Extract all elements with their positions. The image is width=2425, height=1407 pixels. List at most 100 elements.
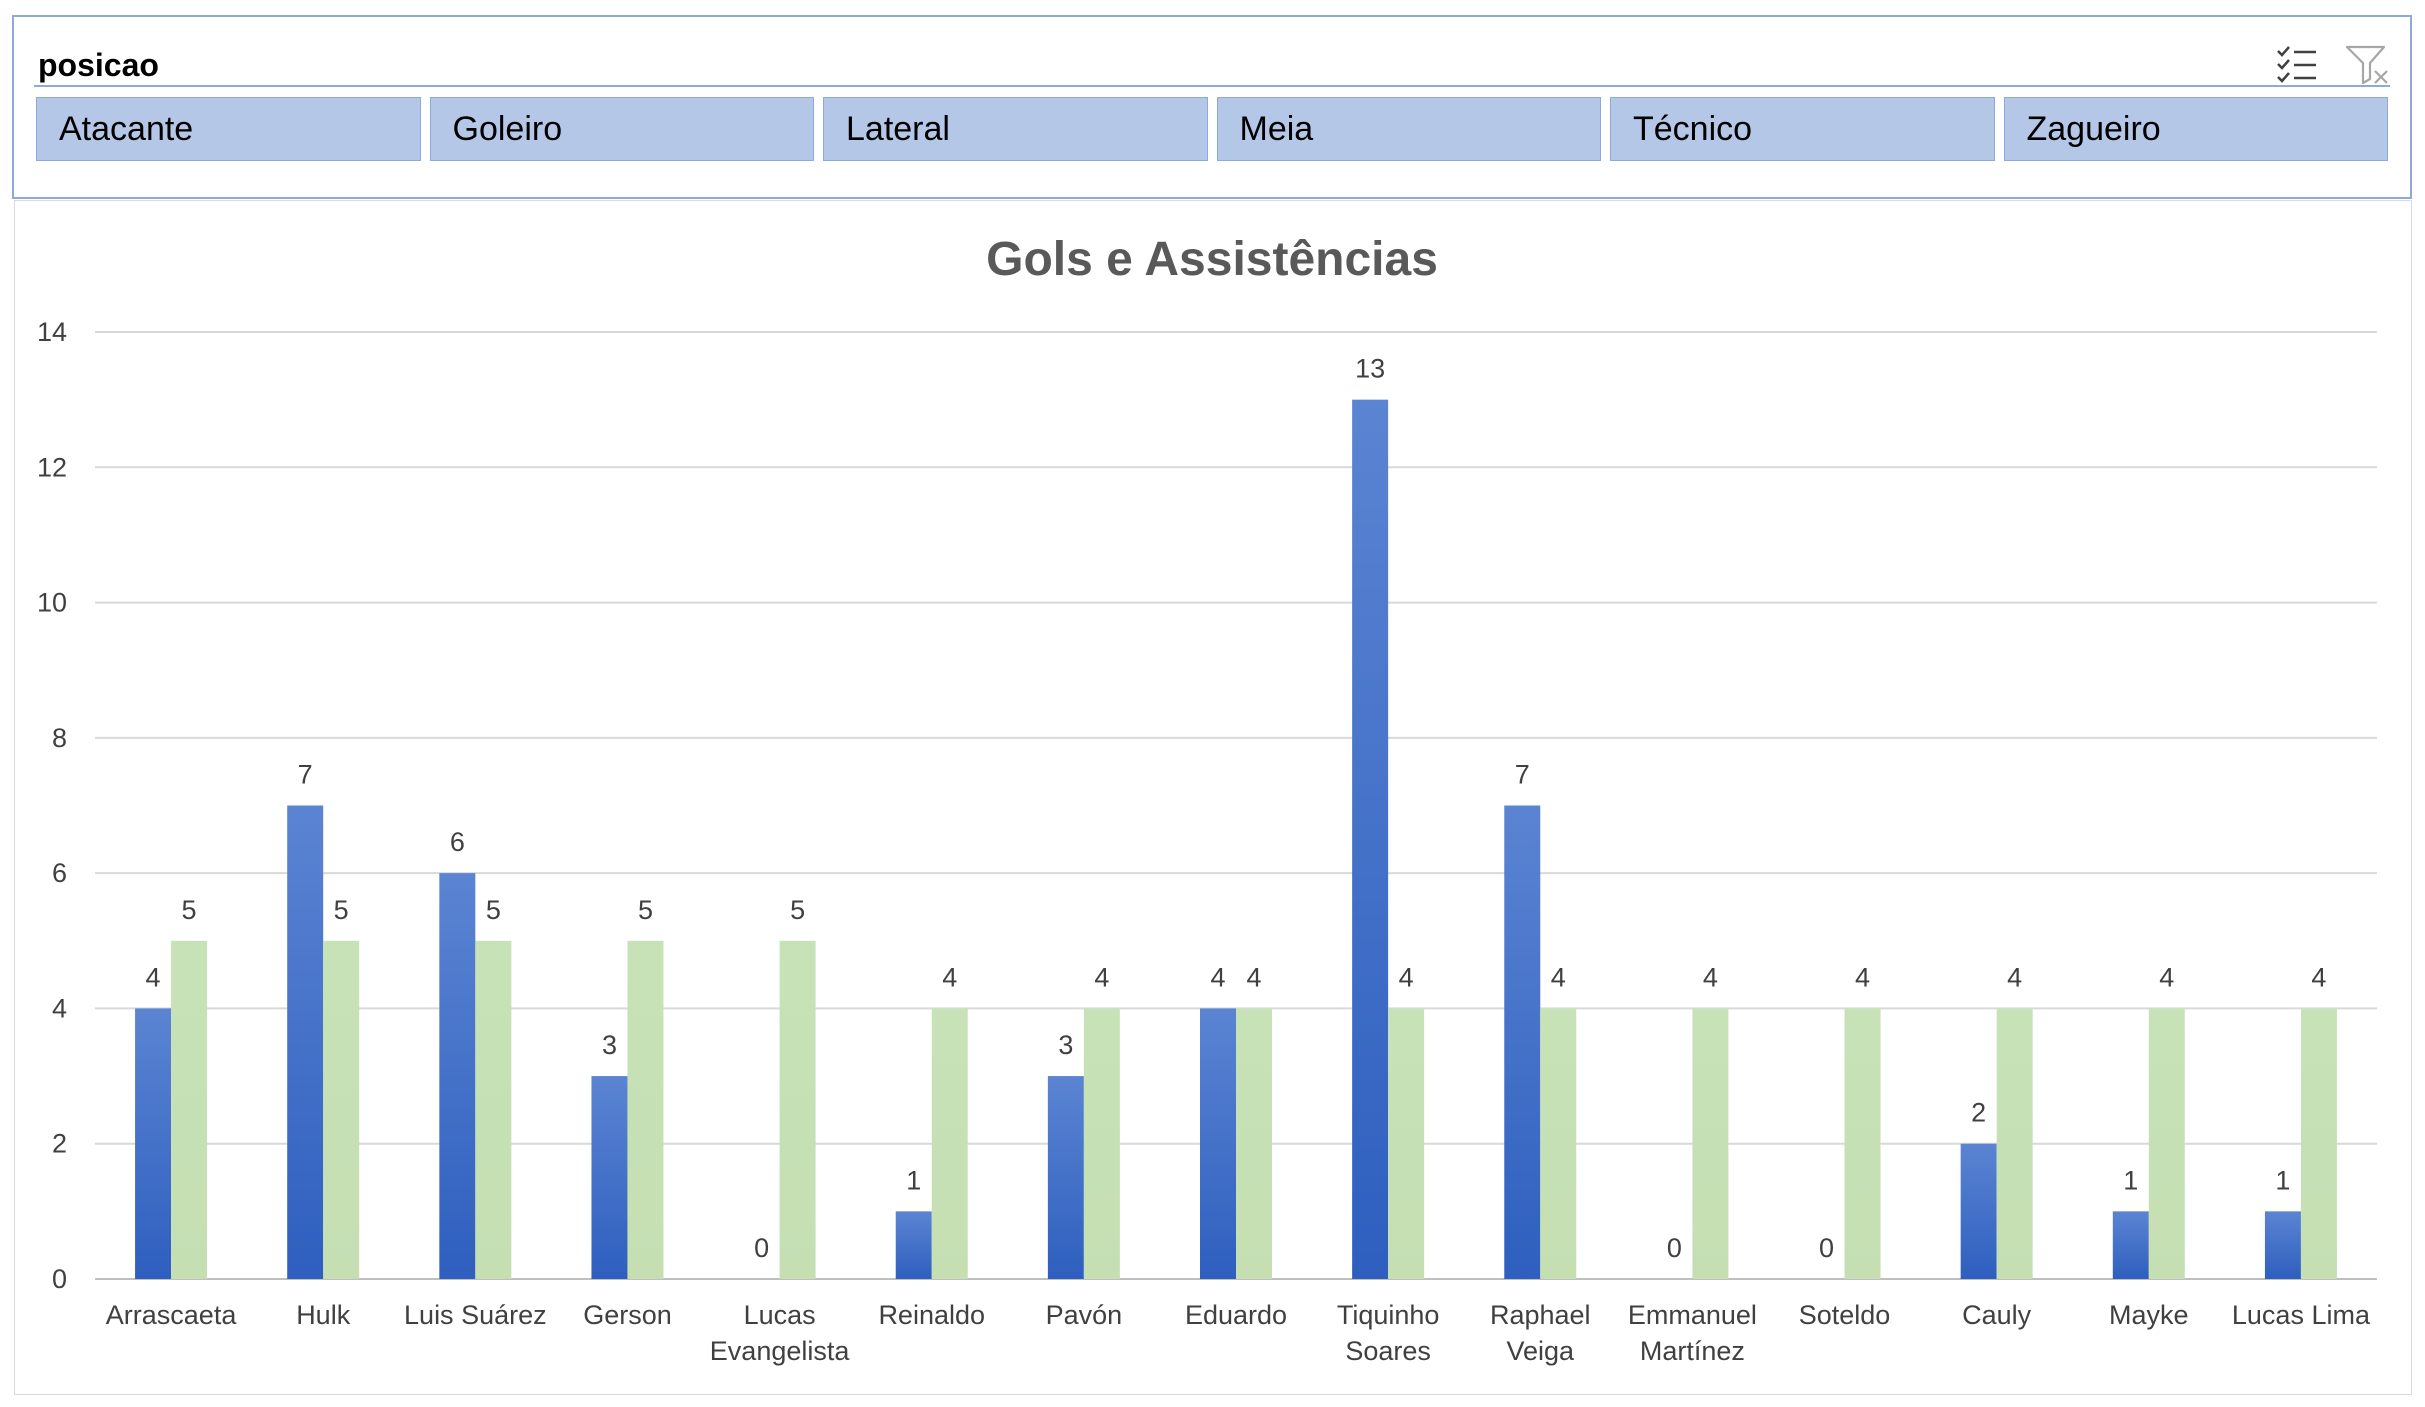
bar-series-1 xyxy=(591,1076,628,1279)
category-label: Lucas Lima xyxy=(2232,1300,2371,1330)
bar-series-1 xyxy=(895,1211,932,1279)
category-label: Pavón xyxy=(1046,1300,1123,1330)
multi-select-icon[interactable] xyxy=(2274,43,2320,85)
data-label: 0 xyxy=(754,1233,769,1263)
data-label: 4 xyxy=(1094,962,1109,992)
data-label: 4 xyxy=(1855,962,1870,992)
bar-series-2 xyxy=(1540,1008,1577,1279)
data-label: 5 xyxy=(182,895,197,925)
category-label: Arrascaeta xyxy=(106,1300,238,1330)
bar-series-1 xyxy=(2264,1211,2301,1279)
bar-series-1 xyxy=(2112,1211,2149,1279)
slicer-item-atacante[interactable]: Atacante xyxy=(36,97,421,161)
bar-series-2 xyxy=(931,1008,968,1279)
slicer-posicao: posicao Atacante Goleiro Lateral Meia Té… xyxy=(12,15,2412,199)
y-tick-label: 4 xyxy=(52,993,67,1023)
data-label: 4 xyxy=(942,962,957,992)
data-label: 7 xyxy=(298,760,313,790)
data-label: 4 xyxy=(1703,962,1718,992)
bar-series-2 xyxy=(475,940,512,1279)
bar-series-2 xyxy=(2300,1008,2337,1279)
category-label: Tiquinho xyxy=(1337,1300,1440,1330)
y-tick-label: 8 xyxy=(52,723,67,753)
category-labels: Arrascaeta Hulk Luis Suárez Gerson Lucas Evan… xyxy=(106,1300,2371,1366)
bar-series-2 xyxy=(1388,1008,1425,1279)
slicer-item-tecnico[interactable]: Técnico xyxy=(1610,97,1995,161)
y-tick-label: 0 xyxy=(52,1264,67,1294)
data-label: 6 xyxy=(450,827,465,857)
bar-series-2 xyxy=(1692,1008,1729,1279)
data-label: 4 xyxy=(1246,962,1261,992)
data-label: 13 xyxy=(1355,354,1385,384)
bar-series-2 xyxy=(2148,1008,2185,1279)
data-label: 1 xyxy=(2275,1165,2290,1195)
slicer-item-lateral[interactable]: Lateral xyxy=(823,97,1208,161)
data-label: 2 xyxy=(1971,1098,1986,1128)
bar-series-2 xyxy=(1236,1008,1272,1279)
bar-series-1 xyxy=(1960,1143,1997,1279)
bar-series-1 xyxy=(1047,1076,1084,1279)
data-label: 1 xyxy=(2123,1165,2138,1195)
data-label: 0 xyxy=(1667,1233,1682,1263)
slicer-item-zagueiro[interactable]: Zagueiro xyxy=(2003,97,2388,161)
category-label: Evangelista xyxy=(710,1336,851,1366)
data-label: 5 xyxy=(334,895,349,925)
slicer-title: posicao xyxy=(38,47,159,83)
slicer-button-row: Atacante Goleiro Lateral Meia Técnico Za… xyxy=(36,97,2388,161)
slicer-item-goleiro[interactable]: Goleiro xyxy=(429,97,814,161)
y-tick-label: 10 xyxy=(37,588,67,618)
data-label: 4 xyxy=(1210,962,1225,992)
data-label: 4 xyxy=(2159,962,2174,992)
category-label: Luis Suárez xyxy=(404,1300,547,1330)
category-label: Eduardo xyxy=(1185,1300,1287,1330)
bar-series-2 xyxy=(171,940,208,1279)
category-label: Hulk xyxy=(296,1300,351,1330)
category-label: Lucas xyxy=(744,1300,816,1330)
bar-series-1 xyxy=(1352,399,1389,1280)
category-label: Veiga xyxy=(1506,1336,1575,1366)
y-axis-ticks: 0 2 4 6 8 10 12 14 xyxy=(37,317,67,1294)
y-tick-label: 12 xyxy=(37,452,67,482)
data-label: 5 xyxy=(486,895,501,925)
data-label: 1 xyxy=(906,1165,921,1195)
bar-series-2 xyxy=(627,940,664,1279)
data-label: 4 xyxy=(2007,962,2022,992)
data-label: 4 xyxy=(1551,962,1566,992)
bar-series-2 xyxy=(1844,1008,1881,1279)
bar-series-1 xyxy=(135,1008,172,1279)
data-label: 0 xyxy=(1819,1233,1834,1263)
data-label: 4 xyxy=(1399,962,1414,992)
data-label: 4 xyxy=(146,962,161,992)
chart-title: Gols e Assistências xyxy=(986,233,1438,286)
bar-series-1 xyxy=(1200,1008,1236,1279)
category-label: Soares xyxy=(1345,1336,1431,1366)
y-tick-label: 2 xyxy=(52,1129,67,1159)
y-tick-label: 14 xyxy=(37,317,67,347)
data-label: 5 xyxy=(790,895,805,925)
data-label: 5 xyxy=(638,895,653,925)
slicer-item-meia[interactable]: Meia xyxy=(1216,97,1601,161)
slicer-header: posicao xyxy=(34,33,2390,87)
bar-series-2 xyxy=(1083,1008,1120,1279)
data-label: 3 xyxy=(602,1030,617,1060)
bar-series-2 xyxy=(1996,1008,2033,1279)
category-label: Soteldo xyxy=(1799,1300,1891,1330)
bar-series-2 xyxy=(779,940,816,1279)
data-label: 4 xyxy=(2311,962,2326,992)
bar-series-1 xyxy=(439,873,476,1279)
bar-series-1 xyxy=(1504,805,1541,1279)
data-label: 3 xyxy=(1058,1030,1073,1060)
category-label: Gerson xyxy=(583,1300,672,1330)
bar-series-1 xyxy=(287,805,324,1279)
category-label: Reinaldo xyxy=(878,1300,985,1330)
category-label: Martínez xyxy=(1640,1336,1745,1366)
y-tick-label: 6 xyxy=(52,858,67,888)
clear-filter-icon[interactable] xyxy=(2344,43,2390,85)
bar-series-2 xyxy=(323,940,360,1279)
category-label: Raphael xyxy=(1490,1300,1591,1330)
category-label: Emmanuel xyxy=(1628,1300,1757,1330)
category-label: Mayke xyxy=(2109,1300,2189,1330)
